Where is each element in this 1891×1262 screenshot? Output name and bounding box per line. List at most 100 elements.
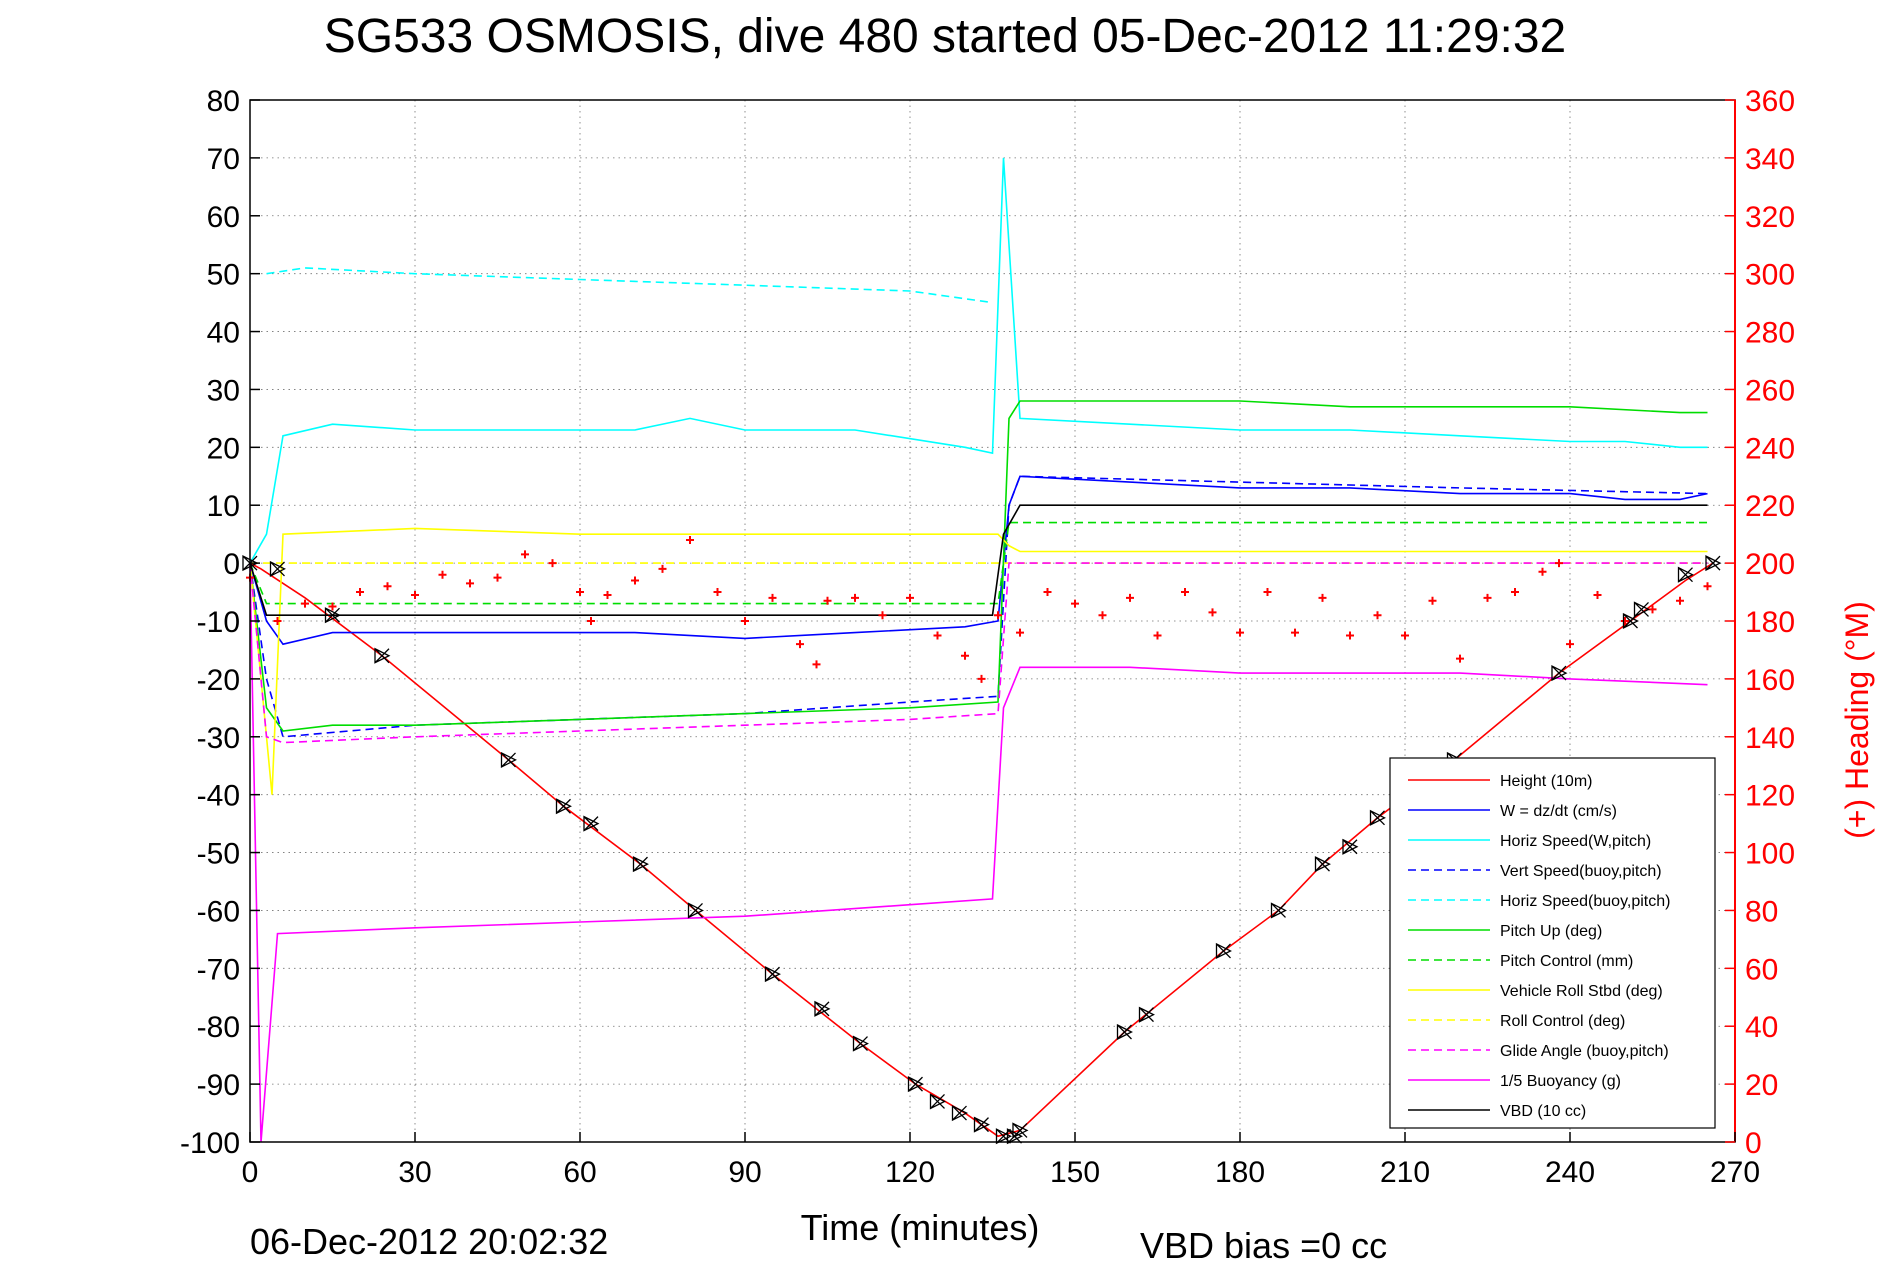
y-tick-label: -30 bbox=[197, 722, 240, 755]
heading-point bbox=[1291, 628, 1299, 637]
series-pitch-up-deg bbox=[249, 400, 1708, 732]
y-tick-label: -10 bbox=[197, 606, 240, 639]
heading-point bbox=[713, 588, 722, 597]
heading-point bbox=[273, 617, 282, 625]
heading-point bbox=[1511, 588, 1519, 597]
y-tick-label: -60 bbox=[197, 895, 240, 928]
heading-point bbox=[658, 564, 667, 573]
depth-marker bbox=[632, 856, 649, 873]
depth-marker bbox=[500, 751, 517, 768]
heading-point bbox=[1676, 596, 1684, 605]
y-right-tick-label: 300 bbox=[1745, 259, 1795, 292]
heading-point bbox=[1126, 593, 1134, 602]
y-tick-label: 10 bbox=[207, 490, 240, 523]
heading-point bbox=[823, 596, 832, 605]
legend-entry: Horiz Speed(buoy,pitch) bbox=[1500, 893, 1670, 910]
legend-entry: Height (10m) bbox=[1500, 773, 1592, 790]
x-tick-label: 60 bbox=[563, 1156, 596, 1189]
depth-marker bbox=[1705, 555, 1722, 572]
y-right-tick-label: 340 bbox=[1745, 143, 1795, 176]
depth-marker bbox=[1677, 566, 1694, 583]
heading-point bbox=[796, 640, 804, 649]
footer-vbd-bias: VBD bias =0 cc bbox=[1140, 1225, 1387, 1262]
heading-point bbox=[587, 617, 595, 625]
x-tick-label: 120 bbox=[885, 1156, 935, 1189]
y-tick-label: -80 bbox=[197, 1011, 240, 1044]
depth-marker bbox=[1314, 856, 1331, 873]
heading-point bbox=[1153, 631, 1162, 640]
depth-marker bbox=[1215, 942, 1232, 960]
depth-marker bbox=[907, 1076, 924, 1093]
heading-point bbox=[768, 593, 777, 602]
y-tick-label: -70 bbox=[197, 953, 240, 986]
y-right-tick-label: 320 bbox=[1745, 201, 1795, 234]
heading-point bbox=[438, 570, 447, 579]
depth-marker bbox=[852, 1035, 869, 1052]
heading-point bbox=[1401, 631, 1409, 640]
heading-point bbox=[1098, 611, 1107, 620]
heading-point bbox=[1703, 582, 1712, 591]
series-horiz-speed-buoy-pitch bbox=[266, 267, 993, 304]
depth-marker bbox=[1270, 902, 1287, 919]
depth-marker bbox=[583, 815, 600, 832]
heading-point bbox=[411, 590, 419, 599]
heading-point bbox=[356, 588, 364, 597]
heading-layer bbox=[246, 535, 1712, 683]
heading-point bbox=[466, 579, 474, 588]
y-right-tick-label: 80 bbox=[1745, 895, 1778, 928]
y-tick-label: 40 bbox=[207, 317, 240, 350]
y-axis-right-label: (+) Heading (°M) bbox=[1839, 601, 1875, 839]
heading-point bbox=[1483, 593, 1492, 602]
x-tick-label: 0 bbox=[242, 1156, 259, 1189]
legend-entry: Glide Angle (buoy,pitch) bbox=[1500, 1043, 1669, 1060]
heading-point bbox=[548, 559, 557, 568]
y-right-tick-label: 140 bbox=[1745, 722, 1795, 755]
series-1-5-buoyancy-g bbox=[249, 563, 1708, 1143]
depth-marker bbox=[555, 798, 572, 815]
depth-marker bbox=[929, 1093, 946, 1110]
heading-point bbox=[1428, 596, 1437, 605]
y-right-tick-label: 60 bbox=[1745, 953, 1778, 986]
x-tick-label: 240 bbox=[1545, 1156, 1595, 1189]
heading-point bbox=[812, 660, 821, 669]
heading-point bbox=[961, 651, 969, 660]
depth-marker bbox=[1342, 838, 1359, 855]
heading-point bbox=[1318, 593, 1327, 602]
axis-ticks: 0 30 60 90 120 150 180 210 240 270 80 70 60 50 40 30 20 1… bbox=[180, 85, 1795, 1189]
heading-point bbox=[301, 599, 309, 608]
y-tick-label: -50 bbox=[197, 838, 240, 871]
y-right-tick-label: 360 bbox=[1745, 85, 1795, 118]
heading-point bbox=[1181, 588, 1189, 597]
heading-point bbox=[603, 590, 612, 599]
chart-title: SG533 OSMOSIS, dive 480 started 05-Dec-2… bbox=[324, 10, 1567, 63]
x-tick-label: 180 bbox=[1215, 1156, 1265, 1189]
depth-marker bbox=[973, 1116, 990, 1133]
depth-marker bbox=[1138, 1006, 1155, 1023]
heading-point bbox=[933, 631, 942, 640]
series-vbd-10-cc bbox=[249, 504, 1708, 617]
depth-marker bbox=[814, 1000, 831, 1017]
heading-point bbox=[1071, 599, 1079, 608]
heading-point bbox=[686, 535, 694, 544]
y-tick-label: -20 bbox=[197, 664, 240, 697]
heading-point bbox=[977, 674, 986, 683]
heading-point bbox=[383, 582, 392, 591]
legend: Height (10m) W = dz/dt (cm/s) Horiz Speed(… bbox=[1389, 757, 1716, 1129]
y-right-tick-label: 40 bbox=[1745, 1011, 1778, 1044]
y-tick-label: -90 bbox=[197, 1069, 240, 1102]
legend-entry: Vert Speed(buoy,pitch) bbox=[1500, 863, 1662, 880]
y-right-tick-label: 280 bbox=[1745, 317, 1795, 350]
y-right-tick-label: 260 bbox=[1745, 374, 1795, 407]
y-tick-label: 0 bbox=[223, 548, 240, 581]
y-tick-label: 20 bbox=[207, 432, 240, 465]
x-axis-label: Time (minutes) bbox=[801, 1207, 1040, 1248]
y-right-tick-label: 220 bbox=[1745, 490, 1795, 523]
heading-point bbox=[328, 602, 337, 611]
legend-entry: Vehicle Roll Stbd (deg) bbox=[1500, 983, 1663, 1000]
depth-marker bbox=[324, 607, 341, 624]
depth-marker bbox=[1551, 665, 1568, 682]
y-tick-label: 50 bbox=[207, 259, 240, 292]
footer-timestamp: 06-Dec-2012 20:02:32 bbox=[250, 1221, 608, 1262]
legend-entry: W = dz/dt (cm/s) bbox=[1500, 803, 1617, 820]
